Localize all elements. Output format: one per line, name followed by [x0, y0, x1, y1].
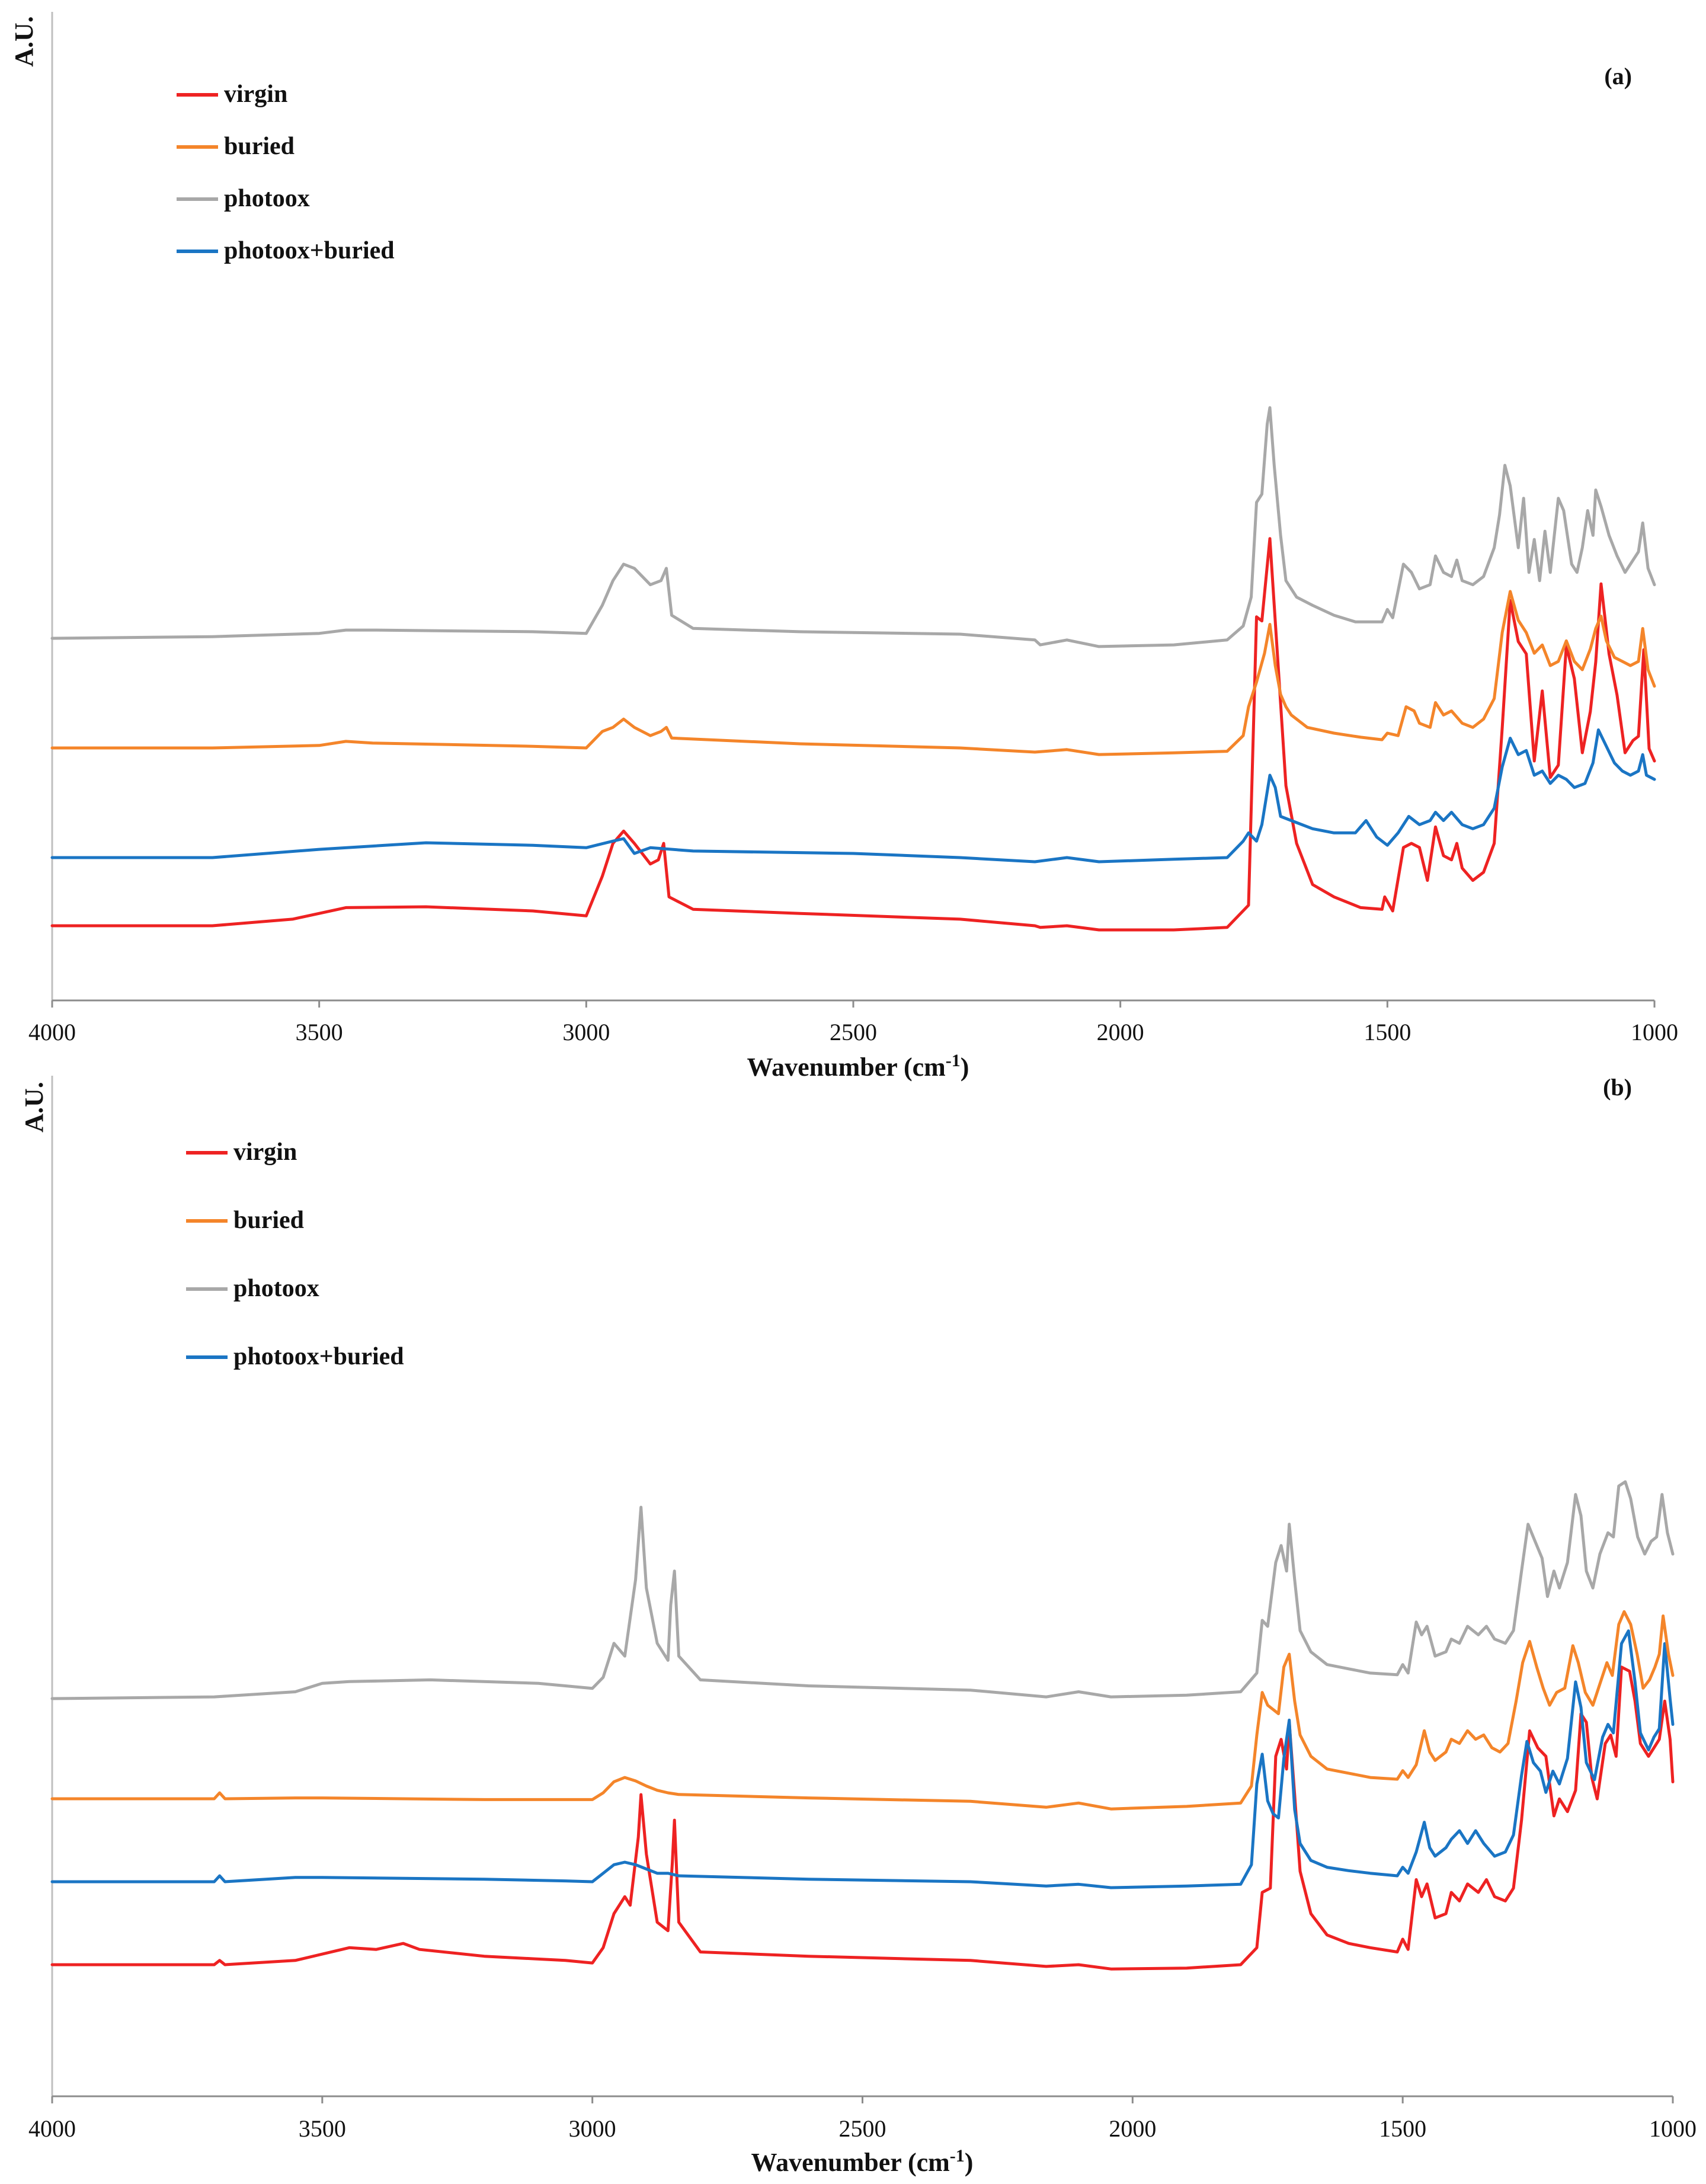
legend-label: buried [224, 133, 295, 160]
x-tick-label: 3500 [299, 2115, 346, 2142]
x-tick-label: 1500 [1379, 2115, 1426, 2142]
legend-label: photoox [233, 1275, 319, 1302]
x-axis-label: Wavenumber (cm-1) [751, 2146, 974, 2177]
x-tick-labels: 4000 3500 3000 2500 2000 1500 1000 [28, 2115, 1697, 2142]
series-line-photoox [50, 1480, 1675, 1700]
x-tick-label: 4000 [28, 1019, 76, 1045]
panel-a: 4000 3500 3000 2500 2000 1500 1000 A.U. Wavenu… [9, 12, 1678, 1082]
series-line-virgin [50, 1665, 1675, 1971]
x-tick-label: 2500 [839, 2115, 886, 2142]
series-line-buried [50, 590, 1656, 756]
x-tick-label: 4000 [28, 2115, 76, 2142]
x-ticks [51, 1000, 1656, 1008]
spectra-series [50, 406, 1656, 932]
x-tick-label: 2000 [1109, 2115, 1156, 2142]
panel-label: (b) [1603, 1074, 1632, 1101]
series-line-photoox-plus-buried [50, 1629, 1675, 1889]
series-line-buried [50, 1610, 1675, 1811]
x-tick-labels: 4000 3500 3000 2500 2000 1500 1000 [28, 1019, 1678, 1045]
legend-label: photoox+buried [233, 1343, 404, 1370]
legend-label: virgin [233, 1139, 297, 1166]
legend-label: buried [233, 1207, 304, 1234]
x-tick-label: 2500 [830, 1019, 877, 1045]
x-axis-label: Wavenumber (cm-1) [747, 1051, 969, 1082]
legend: virgin buried photoox photoox+buried [177, 81, 395, 264]
legend-label: virgin [224, 81, 287, 108]
x-tick-label: 3000 [569, 2115, 616, 2142]
legend-label: photoox+buried [224, 237, 395, 264]
series-line-photoox [50, 406, 1656, 648]
x-ticks [51, 2096, 1674, 2103]
panel-label: (a) [1604, 63, 1632, 89]
series-line-virgin [50, 537, 1656, 932]
legend: virgin buried photoox photoox+buried [186, 1139, 404, 1370]
legend-label: photoox [224, 185, 310, 212]
spectra-series [50, 1480, 1675, 1971]
x-tick-label: 3000 [562, 1019, 610, 1045]
x-tick-label: 1500 [1363, 1019, 1411, 1045]
y-axis-label: A.U. [9, 16, 39, 67]
panel-b: 4000 3500 3000 2500 2000 1500 1000 A.U. Wavenu… [20, 1074, 1697, 2177]
x-tick-label: 1000 [1649, 2115, 1697, 2142]
x-tick-label: 1000 [1631, 1019, 1678, 1045]
y-axis-label: A.U. [20, 1082, 49, 1133]
series-line-photoox-plus-buried [50, 728, 1656, 864]
x-tick-label: 2000 [1097, 1019, 1144, 1045]
x-tick-label: 3500 [296, 1019, 343, 1045]
